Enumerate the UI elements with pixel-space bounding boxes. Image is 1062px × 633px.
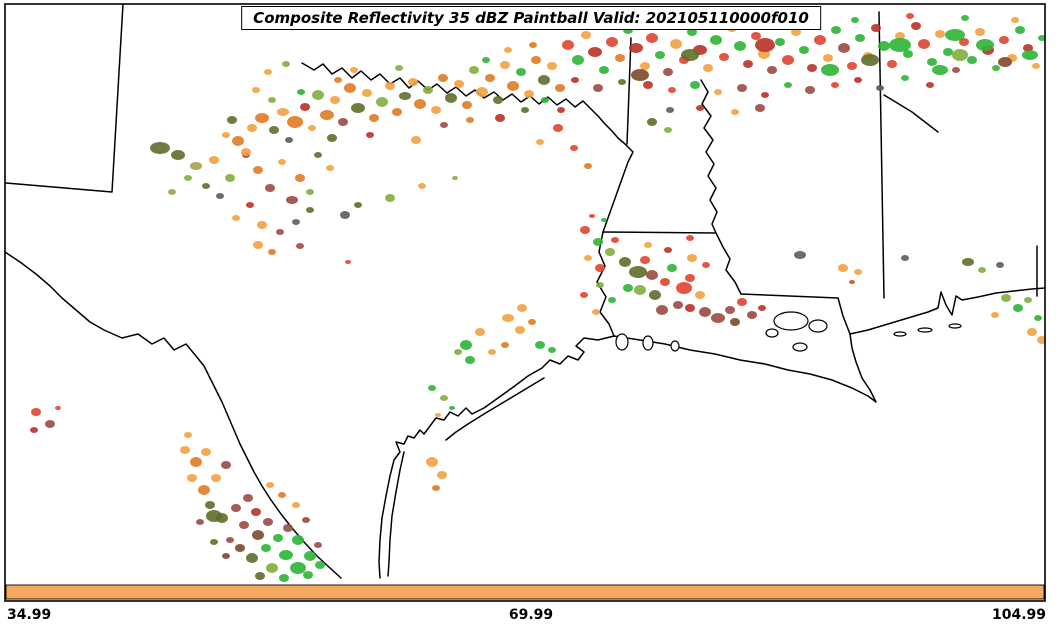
x-axis-tick-left: 34.99 bbox=[7, 607, 52, 623]
lakes bbox=[615, 311, 962, 352]
plot-background bbox=[5, 4, 1045, 601]
state-borders bbox=[5, 4, 1045, 579]
x-axis-tick-center: 69.99 bbox=[508, 607, 554, 623]
plot-title: Composite Reflectivity 35 dBZ Paintball … bbox=[241, 6, 821, 30]
plot-border bbox=[4, 3, 1046, 602]
paintball-blobs bbox=[30, 13, 1045, 582]
x-axis-tick-right: 104.99 bbox=[991, 607, 1046, 623]
colorbar-strip bbox=[5, 584, 1045, 600]
